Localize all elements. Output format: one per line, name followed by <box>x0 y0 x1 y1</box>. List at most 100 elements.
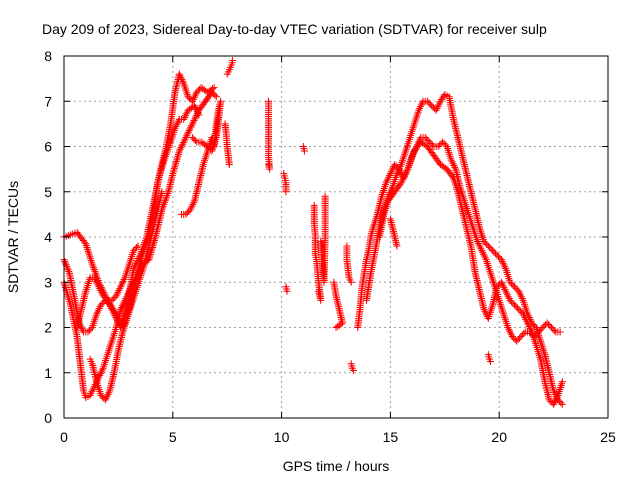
data-point <box>160 156 168 164</box>
data-point <box>93 279 101 287</box>
data-point <box>502 318 510 326</box>
data-point <box>334 322 342 330</box>
data-point <box>109 308 117 316</box>
data-point <box>478 247 486 255</box>
data-point <box>191 136 199 144</box>
data-point <box>87 390 95 398</box>
data-point <box>64 290 72 298</box>
data-point <box>64 292 72 300</box>
data-point <box>127 256 135 264</box>
data-point <box>92 277 100 285</box>
data-point <box>473 238 481 246</box>
data-point <box>448 173 456 181</box>
data-point <box>547 397 555 405</box>
data-point <box>134 265 142 273</box>
data-point <box>507 329 515 337</box>
data-point <box>181 114 189 122</box>
data-point <box>502 287 510 295</box>
data-point <box>517 291 525 299</box>
data-point <box>486 267 494 275</box>
data-point <box>408 128 416 136</box>
data-point <box>487 245 495 253</box>
data-point <box>407 132 415 140</box>
data-point <box>500 284 508 292</box>
data-point <box>504 272 512 280</box>
data-point <box>95 304 103 312</box>
data-point <box>512 284 520 292</box>
data-point <box>147 247 155 255</box>
data-point <box>484 242 492 250</box>
data-point <box>158 188 166 196</box>
data-point <box>403 141 411 149</box>
data-point <box>517 293 525 301</box>
data-point <box>104 390 112 398</box>
data-point <box>126 258 134 266</box>
data-point <box>450 162 458 170</box>
data-point <box>82 287 90 295</box>
data-point <box>182 110 190 118</box>
data-point <box>386 171 394 179</box>
chart-title: Day 209 of 2023, Sidereal Day-to-day VTE… <box>42 21 547 37</box>
data-point <box>190 116 198 124</box>
data-point <box>128 282 136 290</box>
data-point <box>395 166 403 174</box>
data-point <box>174 119 182 127</box>
data-point <box>445 148 453 156</box>
data-point <box>95 283 103 291</box>
data-point <box>156 170 164 178</box>
data-point <box>549 325 557 333</box>
data-point <box>189 118 197 126</box>
data-point <box>102 356 110 364</box>
data-point <box>181 112 189 120</box>
data-point <box>209 90 217 98</box>
data-point <box>486 244 494 252</box>
x-tick-label: 20 <box>491 429 507 445</box>
data-point <box>162 151 170 159</box>
data-point <box>160 158 168 166</box>
data-point <box>418 99 426 107</box>
data-point <box>64 266 72 274</box>
data-point <box>91 316 99 324</box>
data-point <box>508 280 516 288</box>
data-point <box>416 103 424 111</box>
data-point <box>182 210 190 218</box>
data-point <box>550 400 558 408</box>
data-point <box>90 274 98 282</box>
data-point <box>159 160 167 168</box>
data-point <box>79 326 87 334</box>
data-point <box>108 337 116 345</box>
data-point <box>188 97 196 105</box>
data-point <box>400 151 408 159</box>
data-point <box>447 156 455 164</box>
data-point <box>484 261 492 269</box>
data-point <box>282 188 290 196</box>
data-point <box>505 325 513 333</box>
data-point <box>120 298 128 306</box>
data-point <box>61 257 69 265</box>
x-tick-label: 0 <box>60 429 68 445</box>
data-point <box>396 162 404 170</box>
data-point <box>521 302 529 310</box>
data-point <box>120 276 128 284</box>
data-point <box>523 317 531 325</box>
data-point <box>127 254 135 262</box>
data-point <box>410 149 418 157</box>
data-point <box>509 299 517 307</box>
data-point <box>426 138 434 146</box>
data-point <box>174 117 182 125</box>
data-point <box>383 177 391 185</box>
data-point <box>506 296 514 304</box>
data-point <box>413 112 421 120</box>
data-point <box>101 358 109 366</box>
data-point <box>207 146 215 154</box>
data-point <box>86 391 94 399</box>
data-point <box>112 325 120 333</box>
data-point <box>105 389 113 397</box>
data-point <box>107 304 115 312</box>
data-point <box>108 335 116 343</box>
data-point <box>82 242 90 250</box>
data-point <box>186 206 194 214</box>
data-point <box>423 135 431 143</box>
data-point <box>440 92 448 100</box>
data-point <box>470 228 478 236</box>
